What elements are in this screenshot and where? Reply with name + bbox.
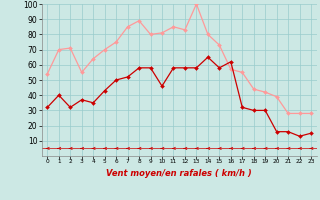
X-axis label: Vent moyen/en rafales ( km/h ): Vent moyen/en rafales ( km/h ) <box>106 169 252 178</box>
